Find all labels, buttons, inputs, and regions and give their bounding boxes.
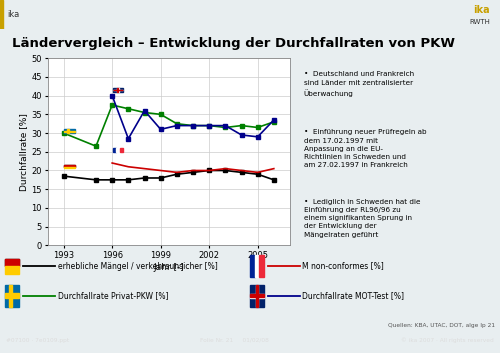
Bar [250,285,264,307]
Bar [5,259,19,266]
Bar [0,0,3,29]
Text: ika: ika [474,5,490,15]
Text: •  Einführung neuer Prüfregeln ab
dem 17.02.1997 mit
Anpassung an die EU-
Richtl: • Einführung neuer Prüfregeln ab dem 17.… [304,129,426,168]
Bar [260,255,264,277]
Text: RWTH: RWTH [469,19,490,25]
Bar [116,148,119,152]
Bar [256,285,258,307]
Bar [112,148,116,152]
Text: •  Deutschland und Frankreich
sind Länder mit zentralisierter
Überwachung: • Deutschland und Frankreich sind Länder… [304,71,414,96]
Text: Quellen: KBA, UTAC, DOT, alge Ip 21: Quellen: KBA, UTAC, DOT, alge Ip 21 [388,323,495,328]
Text: #07100 · 7e0109.ppt: #07100 · 7e0109.ppt [6,338,69,343]
Bar [117,88,118,92]
Bar [256,285,258,307]
Bar [5,266,19,274]
Text: ika: ika [8,10,20,19]
Bar [64,166,74,167]
Bar [64,167,74,168]
Bar [64,166,74,167]
Text: Durchfallrate Privat-PKW [%]: Durchfallrate Privat-PKW [%] [58,291,168,300]
Bar [5,285,19,307]
Text: © ika 2007 · All rights reserved: © ika 2007 · All rights reserved [401,337,494,343]
Text: M non-conformes [%]: M non-conformes [%] [302,262,384,271]
Bar [250,294,264,297]
Bar [5,259,19,266]
X-axis label: Jahr [-]: Jahr [-] [154,263,184,272]
Bar [5,293,19,298]
Text: •  Lediglich in Schweden hat die
Einführung der RL96/96 zu
einem signifikanten S: • Lediglich in Schweden hat die Einführu… [304,198,420,238]
Text: Folie Nr. 21     01/02/08: Folie Nr. 21 01/02/08 [200,338,269,343]
Y-axis label: Durchfallrate [%]: Durchfallrate [%] [20,113,28,191]
Bar [9,285,12,307]
Bar [250,293,264,298]
Bar [112,88,123,92]
Bar [250,255,254,277]
Text: Ländervergleich – Entwicklung der Durchfallraten von PKW: Ländervergleich – Entwicklung der Durchf… [12,37,456,50]
Text: Durchfallrate MOT-Test [%]: Durchfallrate MOT-Test [%] [302,291,404,300]
Bar [120,148,123,152]
Bar [254,255,260,277]
Bar [64,129,74,133]
Bar [66,129,68,133]
Bar [64,131,74,132]
Text: erhebliche Mängel / verkehrsunsicher [%]: erhebliche Mängel / verkehrsunsicher [%] [58,262,217,271]
